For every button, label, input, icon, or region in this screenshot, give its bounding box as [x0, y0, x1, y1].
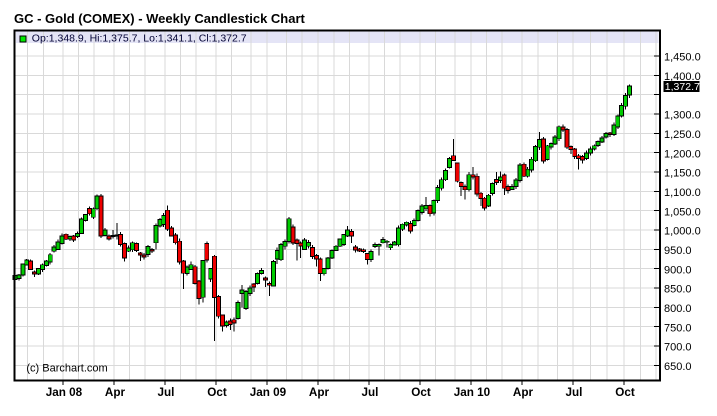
svg-text:1,300.0: 1,300.0 [664, 110, 701, 122]
svg-text:Oct: Oct [615, 386, 635, 399]
svg-text:Jan 09: Jan 09 [250, 386, 287, 399]
svg-text:650.0: 650.0 [664, 361, 692, 373]
svg-text:850.0: 850.0 [664, 284, 692, 296]
svg-text:900.0: 900.0 [664, 264, 692, 276]
svg-text:1,372.7: 1,372.7 [665, 81, 700, 93]
svg-text:800.0: 800.0 [664, 303, 692, 315]
svg-text:Oct: Oct [207, 386, 227, 399]
svg-text:Op:1,348.9, Hi:1,375.7, Lo:1,3: Op:1,348.9, Hi:1,375.7, Lo:1,341.1, Cl:1… [32, 33, 247, 45]
svg-text:1,200.0: 1,200.0 [664, 148, 701, 160]
svg-text:Apr: Apr [309, 386, 330, 399]
svg-text:Jul: Jul [158, 386, 175, 399]
svg-text:GC - Gold (COMEX) - Weekly Can: GC - Gold (COMEX) - Weekly Candlestick C… [14, 11, 306, 26]
svg-text:950.0: 950.0 [664, 245, 692, 257]
svg-text:Jul: Jul [566, 386, 583, 399]
svg-text:Oct: Oct [411, 386, 431, 399]
svg-text:Jul: Jul [362, 386, 379, 399]
svg-text:1,400.0: 1,400.0 [664, 71, 701, 83]
svg-text:1,050.0: 1,050.0 [664, 206, 701, 218]
svg-text:1,150.0: 1,150.0 [664, 168, 701, 180]
svg-text:Jan 08: Jan 08 [46, 386, 83, 399]
svg-text:1,250.0: 1,250.0 [664, 129, 701, 141]
svg-text:750.0: 750.0 [664, 322, 692, 334]
svg-text:Apr: Apr [513, 386, 534, 399]
svg-text:1,100.0: 1,100.0 [664, 187, 701, 199]
svg-text:1,000.0: 1,000.0 [664, 226, 701, 238]
svg-text:Jan 10: Jan 10 [454, 386, 491, 399]
svg-text:(c) Barchart.com: (c) Barchart.com [26, 363, 107, 375]
svg-text:700.0: 700.0 [664, 342, 692, 354]
svg-text:Apr: Apr [105, 386, 126, 399]
svg-text:1,450.0: 1,450.0 [664, 52, 701, 64]
